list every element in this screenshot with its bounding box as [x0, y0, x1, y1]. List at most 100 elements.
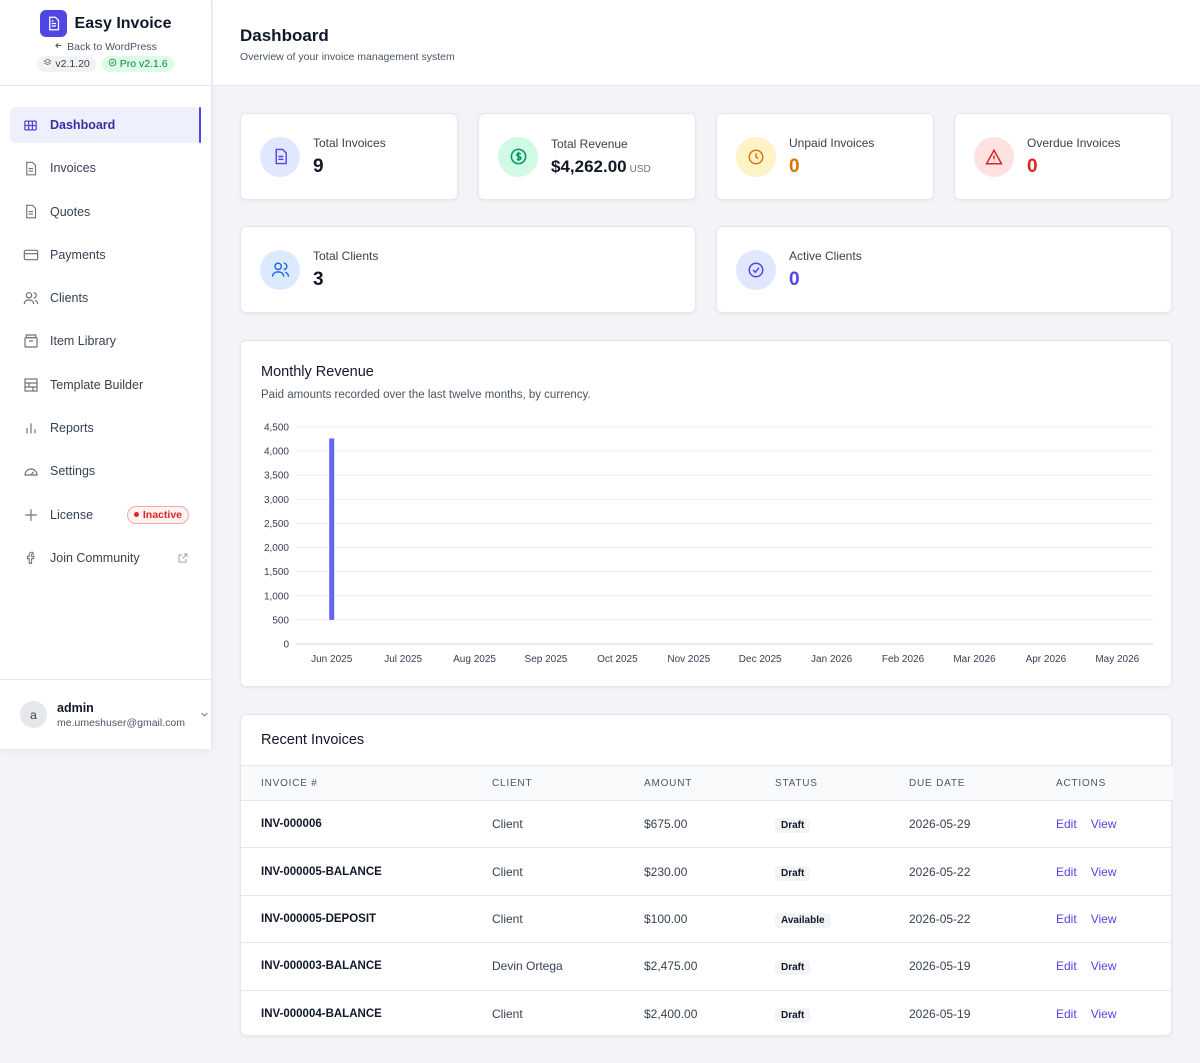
document-icon: [22, 160, 39, 177]
status-badge: Available: [775, 912, 831, 928]
sidebar-item-item-library[interactable]: Item Library: [10, 323, 201, 359]
status-dot-icon: [133, 512, 139, 518]
y-tick-label: 3,500: [264, 471, 289, 482]
status-badge: Draft: [775, 865, 811, 881]
invoice-number: INV-000005-DEPOSIT: [241, 895, 472, 944]
table-row: INV-000005-BALANCE Client $230.00 Draft …: [241, 847, 1173, 896]
chart-subtitle: Paid amounts recorded over the last twel…: [261, 389, 591, 401]
sidebar-item-join-community[interactable]: Join Community: [10, 540, 201, 576]
check-circle-icon: [736, 249, 776, 290]
y-tick-label: 4,000: [264, 447, 289, 458]
arrow-left-icon: [54, 41, 63, 53]
column-header: STATUS: [755, 765, 889, 801]
clock-icon: [736, 136, 776, 177]
brand-name: Easy Invoice: [74, 14, 172, 32]
total-clients-value: 3: [313, 268, 324, 290]
recent-invoices-card: Recent Invoices INVOICE # CLIENT AMOUNT …: [240, 714, 1173, 1037]
status-badge: Draft: [775, 818, 811, 834]
edit-link[interactable]: Edit: [1056, 817, 1077, 832]
layers-icon: [43, 58, 52, 70]
back-to-wordpress-link[interactable]: Back to WordPress: [0, 41, 211, 53]
x-tick-label: Jun 2025: [311, 654, 353, 665]
dollar-circle-icon: [498, 136, 538, 177]
invoice-client: Client: [472, 895, 624, 944]
invoice-number: INV-000006: [241, 800, 472, 849]
avatar: a: [20, 701, 47, 728]
stat-card-total-invoices: Total Invoices 9: [240, 113, 458, 200]
stat-card-total-clients: Total Clients 3: [240, 226, 696, 313]
y-tick-label: 500: [272, 615, 289, 626]
view-link[interactable]: View: [1090, 911, 1117, 926]
users-icon: [22, 290, 39, 307]
invoice-number: INV-000003-BALANCE: [241, 942, 472, 991]
external-link-icon: [177, 552, 189, 564]
x-tick-label: Feb 2026: [882, 654, 925, 665]
recent-invoices-table: INVOICE # CLIENT AMOUNT STATUS DUE DATE …: [241, 765, 1173, 1037]
user-menu[interactable]: a admin me.umeshuser@gmail.com: [0, 679, 211, 749]
invoice-number: INV-000005-BALANCE: [241, 847, 472, 896]
x-tick-label: Mar 2026: [953, 654, 996, 665]
edit-link[interactable]: Edit: [1056, 1007, 1077, 1021]
pro-version-badge: Pro v2.1.6: [101, 56, 174, 72]
invoice-amount: $2,400.00: [644, 1007, 698, 1021]
sidebar-item-dashboard[interactable]: Dashboard: [10, 107, 201, 143]
page-header: Dashboard Overview of your invoice manag…: [213, 0, 1200, 86]
x-tick-label: Apr 2026: [1026, 654, 1067, 665]
invoice-due-date: 2026-05-19: [889, 942, 1036, 991]
sidebar-item-clients[interactable]: Clients: [10, 280, 201, 316]
sparkle-icon: [22, 506, 39, 523]
column-header: CLIENT: [472, 765, 624, 801]
user-email: me.umeshuser@gmail.com: [57, 716, 185, 729]
invoice-amount: $230.00: [624, 847, 755, 896]
status-badge: Draft: [775, 960, 811, 976]
invoice-client: Client: [492, 1007, 523, 1021]
layout-icon: [22, 376, 39, 393]
users-icon: [260, 249, 300, 290]
invoice-due-date: 2026-05-29: [889, 800, 1036, 849]
sidebar-item-settings[interactable]: Settings: [10, 453, 201, 489]
sidebar-item-license[interactable]: License Inactive: [10, 497, 201, 533]
edit-link[interactable]: Edit: [1056, 959, 1077, 974]
column-header: ACTIONS: [1036, 765, 1173, 801]
view-link[interactable]: View: [1090, 817, 1117, 832]
view-link[interactable]: View: [1090, 864, 1117, 879]
sidebar-item-payments[interactable]: Payments: [10, 237, 201, 273]
stat-card-active-clients: Active Clients 0: [716, 226, 1172, 313]
invoice-due-date: 2026-05-22: [889, 847, 1036, 896]
column-header: DUE DATE: [889, 765, 1036, 801]
revenue-bar: [329, 438, 335, 620]
credit-card-icon: [22, 246, 39, 263]
sidebar-item-quotes[interactable]: Quotes: [10, 194, 201, 230]
brand-header: Easy Invoice Back to WordPress v2.1.20 P…: [0, 0, 211, 86]
sidebar-item-reports[interactable]: Reports: [10, 410, 201, 446]
invoice-due-date: 2026-05-22: [889, 895, 1036, 944]
monthly-revenue-card: Monthly Revenue Paid amounts recorded ov…: [240, 340, 1172, 687]
y-tick-label: 0: [283, 640, 289, 651]
y-tick-label: 1,500: [264, 567, 289, 578]
y-tick-label: 1,000: [264, 591, 289, 602]
y-tick-label: 2,500: [264, 519, 289, 530]
sidebar-item-template-builder[interactable]: Template Builder: [10, 367, 201, 403]
sidebar-nav: Dashboard Invoices Quotes Payments Clien…: [0, 86, 211, 576]
x-tick-label: Sep 2025: [525, 654, 568, 665]
check-circle-icon: [108, 58, 117, 70]
invoice-client: Client: [472, 800, 624, 849]
x-tick-label: Jul 2025: [384, 654, 422, 665]
invoice-amount: $675.00: [624, 800, 755, 849]
x-tick-label: Oct 2025: [597, 654, 638, 665]
y-tick-label: 3,000: [264, 495, 289, 506]
grid-icon: [22, 117, 39, 134]
sidebar-item-invoices[interactable]: Invoices: [10, 150, 201, 186]
edit-link[interactable]: Edit: [1056, 864, 1077, 879]
view-link[interactable]: View: [1090, 959, 1117, 974]
page-subtitle: Overview of your invoice management syst…: [240, 51, 455, 63]
page-title: Dashboard: [240, 26, 329, 45]
view-link[interactable]: View: [1090, 1007, 1117, 1021]
column-header: INVOICE #: [241, 765, 472, 801]
invoice-client: Devin Ortega: [472, 942, 624, 991]
edit-link[interactable]: Edit: [1056, 911, 1077, 926]
stat-card-unpaid-invoices: Unpaid Invoices 0: [716, 113, 934, 200]
invoice-due-date: 2026-05-19: [909, 1007, 971, 1021]
x-tick-label: Dec 2025: [739, 654, 782, 665]
active-clients-value: 0: [789, 268, 800, 290]
